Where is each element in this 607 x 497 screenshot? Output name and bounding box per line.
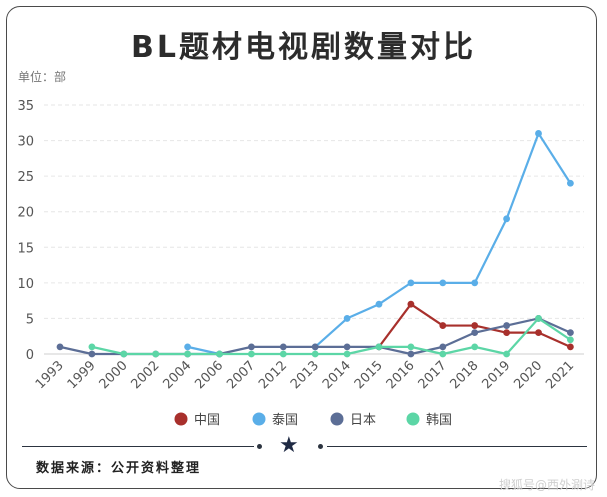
legend-marker (252, 412, 266, 426)
data-point (56, 343, 64, 351)
y-tick-label: 35 (17, 99, 34, 114)
legend-label: 中国 (194, 413, 220, 428)
chart-card (6, 6, 597, 489)
legend-marker (406, 412, 420, 426)
data-point (184, 350, 192, 358)
x-tick-label: 2017 (416, 358, 450, 392)
x-tick-label: 2013 (288, 358, 322, 392)
y-tick-label: 5 (26, 312, 34, 327)
series-line (314, 132, 572, 348)
data-point (375, 343, 383, 351)
y-tick-label: 25 (17, 170, 34, 185)
data-point (439, 279, 447, 287)
data-point (216, 350, 223, 358)
x-tick-label: 2000 (97, 358, 131, 392)
x-tick-label: 1993 (33, 358, 67, 392)
data-point (343, 315, 351, 322)
x-tick-label: 2019 (479, 358, 513, 392)
y-tick-label: 10 (17, 277, 34, 292)
y-tick-label: 20 (17, 206, 34, 221)
legend-label: 泰国 (272, 413, 298, 428)
data-point (503, 215, 510, 223)
footer-dot-left (257, 444, 262, 449)
data-point (311, 350, 319, 358)
footer-divider-right (327, 446, 587, 447)
watermark: 搜狐号@西外涮诗 (498, 478, 595, 492)
data-point (503, 350, 510, 358)
data-point (120, 350, 128, 358)
x-tick-label: 2006 (192, 358, 226, 392)
data-point (88, 350, 96, 358)
x-tick-label: 2021 (543, 358, 577, 392)
data-point (407, 279, 415, 287)
data-point (567, 329, 574, 337)
star-icon: ★ (279, 433, 299, 458)
data-point (471, 322, 479, 329)
chart-title: BL题材电视剧数量对比 (131, 30, 476, 65)
x-tick-label: 2004 (160, 358, 194, 392)
footer-dot-right (318, 444, 323, 449)
data-point (503, 322, 510, 329)
data-point (248, 343, 255, 351)
data-point (439, 322, 447, 329)
data-point (535, 329, 542, 337)
footer-divider-left (22, 446, 254, 447)
data-point (535, 315, 542, 322)
legend-label: 韩国 (426, 413, 452, 428)
y-tick-label: 0 (26, 348, 34, 363)
data-point (343, 343, 351, 351)
x-tick-label: 2015 (352, 358, 386, 392)
x-tick-label: 2007 (224, 358, 258, 392)
data-point (343, 350, 351, 358)
data-point (567, 179, 574, 187)
data-point (311, 343, 319, 351)
x-tick-label: 2020 (511, 358, 545, 392)
data-point (407, 300, 415, 308)
data-point (407, 350, 415, 358)
data-point (152, 350, 160, 358)
data-point (439, 350, 447, 358)
data-point (439, 343, 447, 351)
data-point (471, 279, 479, 287)
data-point (407, 343, 415, 351)
data-point (248, 350, 255, 358)
data-source: 数据来源：公开资料整理 (36, 461, 202, 476)
data-point (88, 343, 96, 351)
data-point (567, 336, 574, 344)
y-tick-label: 30 (17, 135, 34, 150)
x-tick-label: 2002 (129, 358, 163, 392)
x-tick-label: 2012 (256, 358, 290, 392)
data-point (279, 350, 287, 358)
unit-label: 单位：部 (18, 70, 67, 84)
data-point (375, 300, 383, 308)
data-point (471, 329, 479, 337)
data-point (279, 343, 287, 351)
legend-label: 日本 (350, 413, 376, 428)
x-tick-label: 2016 (384, 358, 418, 392)
legend-marker (174, 412, 188, 426)
data-point (471, 343, 479, 351)
data-point (567, 343, 574, 351)
data-point (184, 343, 192, 351)
x-tick-label: 2018 (448, 358, 482, 392)
data-point (503, 329, 510, 337)
x-tick-label: 2014 (320, 358, 354, 392)
data-point (535, 130, 542, 137)
x-tick-label: 1999 (65, 358, 99, 392)
y-tick-label: 15 (17, 241, 34, 256)
series-line (187, 345, 220, 356)
series-line (91, 317, 572, 356)
legend-marker (330, 412, 344, 426)
